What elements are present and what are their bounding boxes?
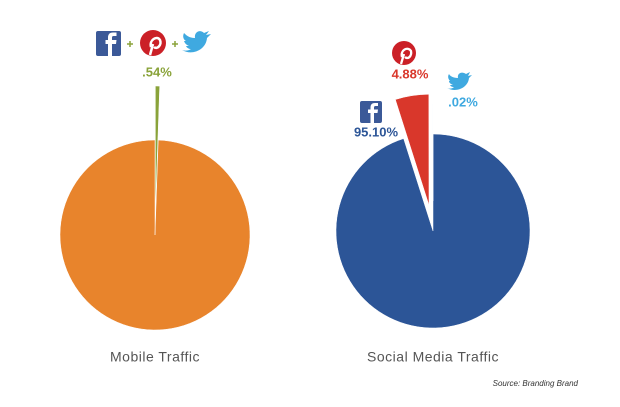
facebook-icon [360, 101, 382, 123]
pinterest-icon [392, 41, 416, 65]
data-label: .02% [448, 94, 478, 109]
data-label: .54% [142, 64, 172, 79]
chart-title: Social Media Traffic [367, 349, 499, 365]
pie-slice [395, 94, 430, 206]
facebook-icon [96, 31, 121, 56]
source-note: Source: Branding Brand [493, 379, 579, 388]
plus-sign [172, 41, 178, 47]
plus-sign [127, 41, 133, 47]
data-label: 4.88% [392, 66, 429, 81]
pie-slice [59, 139, 251, 331]
pie-slice [155, 85, 160, 214]
data-label: 95.10% [354, 124, 399, 139]
chart-title: Mobile Traffic [110, 349, 200, 365]
pinterest-icon [140, 30, 166, 56]
twitter-icon [447, 72, 472, 90]
pie-slice [335, 133, 531, 329]
twitter-icon [182, 31, 211, 53]
